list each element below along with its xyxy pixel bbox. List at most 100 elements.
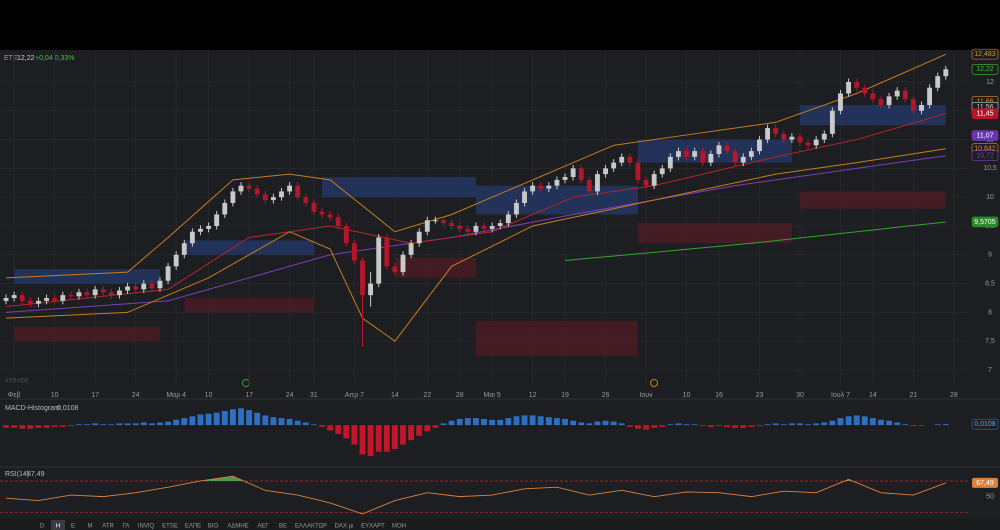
toolbar-item[interactable]: MOH <box>392 524 406 530</box>
value-tag-label: 67,49 <box>976 480 994 487</box>
price-tag-label: 12,483 <box>974 51 996 58</box>
macd-bar <box>229 409 236 426</box>
toolbar-item[interactable]: ΕΥΧΑΡΤ <box>361 524 385 530</box>
toolbar-item[interactable]: M <box>88 524 93 530</box>
toolbar-item[interactable]: ΑΕΓ <box>257 524 269 530</box>
toolbar-item[interactable]: INVIQ <box>138 524 155 530</box>
candle-body <box>473 225 479 232</box>
macd-bar <box>59 425 66 427</box>
macd-bar <box>513 416 520 426</box>
toolbar-item[interactable]: ΓΑ <box>123 524 130 530</box>
candle-body <box>125 286 130 291</box>
x-tick-label: Ιουν <box>639 392 653 399</box>
candle-body <box>100 289 106 293</box>
macd-bar <box>27 425 34 429</box>
macd-bar <box>918 425 925 427</box>
candle-body <box>303 197 309 203</box>
macd-bar <box>805 424 812 426</box>
toolbar-item[interactable]: E <box>71 524 75 530</box>
macd-bar <box>124 423 131 426</box>
toolbar-item[interactable]: ΕΛΛΑΚΤΩΡ <box>295 524 327 530</box>
zone <box>14 326 160 342</box>
toolbar-item[interactable]: ATR <box>102 524 114 530</box>
toolbar-item[interactable]: DAX μι <box>335 524 354 530</box>
zone <box>637 139 792 163</box>
candle-body <box>789 136 795 140</box>
macd-bar <box>578 422 585 426</box>
zone <box>799 105 946 126</box>
event-icon[interactable] <box>650 379 658 387</box>
rsi-value: 67,49 <box>27 471 45 478</box>
toolbar-item[interactable]: ΑΔΜΗΕ <box>227 524 248 530</box>
macd-bar <box>716 425 722 427</box>
y-tick-label: 10 <box>986 194 994 201</box>
macd-bar <box>76 424 82 426</box>
candle-body <box>52 298 58 301</box>
candle-body <box>222 202 228 215</box>
y-tick-label: 8 <box>988 309 992 316</box>
macd-bar <box>602 420 609 426</box>
candle-body <box>392 266 398 273</box>
candle-body <box>862 87 868 94</box>
macd-bar <box>448 420 455 426</box>
macd-bar <box>942 424 949 426</box>
x-tick-label: 28 <box>950 392 958 399</box>
indicator-line <box>6 155 946 313</box>
macd-bar <box>505 418 512 426</box>
candle-body <box>36 300 41 304</box>
y-tick-label: 50 <box>986 493 994 500</box>
macd-bar <box>635 425 641 429</box>
candle-body <box>287 185 293 192</box>
candle-body <box>173 254 179 267</box>
y-tick-label: 12 <box>986 79 994 86</box>
candle-body <box>578 168 584 180</box>
candle-body <box>676 151 681 157</box>
macd-bar <box>853 415 860 426</box>
candle-body <box>117 290 122 296</box>
toolbar-item[interactable]: D <box>40 524 45 530</box>
macd-bar <box>537 416 544 426</box>
x-tick-label: Φεβ <box>8 392 21 399</box>
candle-body <box>189 231 195 244</box>
candle-body <box>554 179 560 186</box>
candle-body <box>943 69 949 77</box>
macd-bar <box>375 425 382 452</box>
candle-body <box>441 220 446 224</box>
y-tick-label: 8,5 <box>985 280 995 287</box>
rsi-line <box>6 475 946 515</box>
candle-body <box>611 162 617 169</box>
candle-body <box>489 225 495 229</box>
candle-body <box>829 110 835 134</box>
x-tick-label: 10 <box>683 392 691 399</box>
x-tick-label: 16 <box>715 392 723 399</box>
candle-body <box>295 185 301 198</box>
candle-body <box>643 179 649 186</box>
macd-bar <box>116 423 123 426</box>
macd-bar <box>408 425 415 441</box>
macd-bar <box>310 424 317 426</box>
candle-body <box>910 99 916 111</box>
macd-bar <box>724 425 730 427</box>
candle-body <box>262 194 268 201</box>
macd-bar <box>934 424 941 426</box>
candle-body <box>878 99 884 106</box>
toolbar-item[interactable]: ETSE <box>162 524 178 530</box>
toolbar-item[interactable]: ΕΛΠΕ <box>185 524 201 530</box>
toolbar-item[interactable]: BIO <box>208 524 219 530</box>
macd-bar <box>562 418 568 426</box>
candle-body <box>457 225 463 229</box>
macd-bar <box>51 425 58 427</box>
candle-body <box>708 153 714 163</box>
candle-body <box>603 168 608 175</box>
macd-bar <box>788 423 795 426</box>
toolbar-item[interactable]: ΒΕ <box>279 524 287 530</box>
macd-bar <box>472 418 479 426</box>
candle-body <box>732 151 738 163</box>
toolbar-item[interactable]: H <box>56 524 60 530</box>
price-tag-label: 11,45 <box>977 110 994 117</box>
macd-bar <box>894 422 901 426</box>
candle-body <box>319 211 325 215</box>
candle-body <box>651 174 657 186</box>
price-tag-label: 10,842 <box>974 146 996 153</box>
price-tag-label: 9,5705 <box>974 219 996 226</box>
